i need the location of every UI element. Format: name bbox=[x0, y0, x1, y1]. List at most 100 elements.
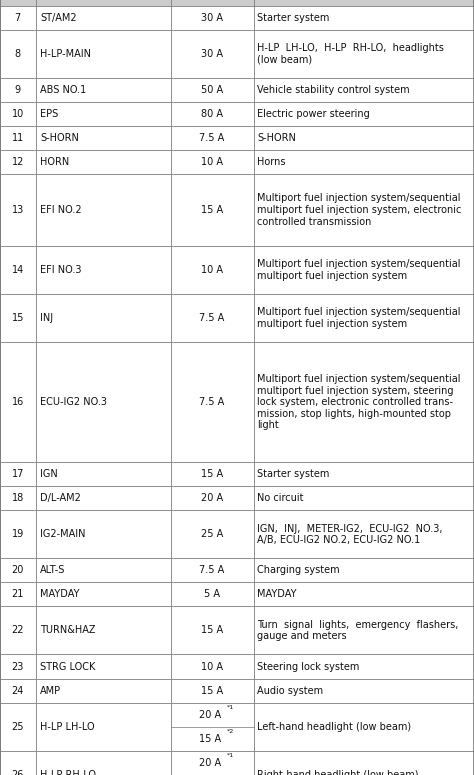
Bar bbox=[171, 462, 254, 487]
Text: Multiport fuel injection system/sequential
multiport fuel injection system: Multiport fuel injection system/sequenti… bbox=[257, 260, 461, 281]
Bar bbox=[171, 679, 254, 703]
Text: No circuit: No circuit bbox=[257, 494, 304, 503]
Text: AMP: AMP bbox=[40, 686, 62, 695]
Bar bbox=[171, 6, 254, 30]
Text: H-LP-MAIN: H-LP-MAIN bbox=[40, 49, 91, 59]
Text: 20 A: 20 A bbox=[199, 758, 221, 767]
Bar bbox=[171, 29, 254, 78]
Text: 9: 9 bbox=[15, 85, 21, 95]
Bar bbox=[0, 246, 36, 294]
Bar bbox=[254, 78, 474, 102]
Text: 7.5 A: 7.5 A bbox=[200, 133, 225, 143]
Bar bbox=[171, 0, 254, 5]
Text: 22: 22 bbox=[11, 625, 24, 636]
Text: 8: 8 bbox=[15, 49, 21, 59]
Text: MAYDAY: MAYDAY bbox=[40, 590, 80, 599]
Text: 15 A: 15 A bbox=[201, 686, 223, 695]
Bar bbox=[36, 343, 171, 462]
Text: 7.5 A: 7.5 A bbox=[200, 398, 225, 407]
Bar bbox=[171, 558, 254, 583]
Bar bbox=[254, 246, 474, 294]
Text: 20 A: 20 A bbox=[201, 494, 223, 503]
Bar bbox=[254, 150, 474, 174]
Bar bbox=[36, 246, 171, 294]
Text: *1: *1 bbox=[227, 753, 234, 758]
Text: 25 A: 25 A bbox=[201, 529, 223, 539]
Bar bbox=[254, 102, 474, 126]
Text: 10 A: 10 A bbox=[201, 157, 223, 167]
Bar bbox=[0, 343, 36, 462]
Text: TURN&HAZ: TURN&HAZ bbox=[40, 625, 96, 636]
Bar bbox=[36, 6, 171, 30]
Text: 15 A: 15 A bbox=[201, 625, 223, 636]
Bar bbox=[254, 174, 474, 246]
Bar bbox=[254, 29, 474, 78]
Text: *1: *1 bbox=[227, 704, 234, 710]
Text: 5 A: 5 A bbox=[204, 590, 220, 599]
Text: 16: 16 bbox=[12, 398, 24, 407]
Text: 15: 15 bbox=[11, 313, 24, 323]
Bar bbox=[254, 703, 474, 751]
Text: 7.5 A: 7.5 A bbox=[200, 566, 225, 575]
Text: ALT-S: ALT-S bbox=[40, 566, 66, 575]
Bar bbox=[0, 174, 36, 246]
Text: H-LP RH-LO: H-LP RH-LO bbox=[40, 770, 96, 775]
Text: S-HORN: S-HORN bbox=[257, 133, 296, 143]
Text: EFI NO.2: EFI NO.2 bbox=[40, 205, 82, 215]
Text: Charging system: Charging system bbox=[257, 566, 340, 575]
Bar bbox=[0, 679, 36, 703]
Text: Multiport fuel injection system/sequential
multiport fuel injection system, stee: Multiport fuel injection system/sequenti… bbox=[257, 374, 461, 430]
Bar bbox=[0, 126, 36, 150]
Bar bbox=[36, 126, 171, 150]
Bar bbox=[254, 6, 474, 30]
Bar bbox=[254, 679, 474, 703]
Text: 25: 25 bbox=[11, 722, 24, 732]
Bar bbox=[0, 6, 36, 30]
Text: S-HORN: S-HORN bbox=[40, 133, 79, 143]
Bar bbox=[36, 750, 171, 775]
Bar bbox=[36, 150, 171, 174]
Bar bbox=[0, 0, 36, 5]
Bar bbox=[254, 583, 474, 607]
Text: 7.5 A: 7.5 A bbox=[200, 313, 225, 323]
Bar bbox=[36, 29, 171, 78]
Bar bbox=[171, 246, 254, 294]
Bar bbox=[171, 343, 254, 462]
Text: 17: 17 bbox=[11, 470, 24, 479]
Bar bbox=[171, 583, 254, 607]
Text: 50 A: 50 A bbox=[201, 85, 223, 95]
Bar bbox=[0, 607, 36, 654]
Bar bbox=[171, 607, 254, 654]
Text: 15 A: 15 A bbox=[201, 205, 223, 215]
Bar bbox=[171, 102, 254, 126]
Text: ECU-IG2 NO.3: ECU-IG2 NO.3 bbox=[40, 398, 107, 407]
Text: 10 A: 10 A bbox=[201, 662, 223, 671]
Text: HORN: HORN bbox=[40, 157, 70, 167]
Text: MAYDAY: MAYDAY bbox=[257, 590, 297, 599]
Text: 10 A: 10 A bbox=[201, 265, 223, 275]
Text: 30 A: 30 A bbox=[201, 13, 223, 22]
Bar bbox=[171, 174, 254, 246]
Bar bbox=[171, 150, 254, 174]
Bar bbox=[0, 703, 36, 751]
Bar bbox=[36, 607, 171, 654]
Bar bbox=[254, 511, 474, 559]
Bar bbox=[36, 558, 171, 583]
Bar bbox=[171, 511, 254, 559]
Bar bbox=[36, 703, 171, 751]
Bar bbox=[0, 654, 36, 679]
Bar bbox=[36, 583, 171, 607]
Text: 11: 11 bbox=[12, 133, 24, 143]
Text: IGN: IGN bbox=[40, 470, 58, 479]
Text: IG2-MAIN: IG2-MAIN bbox=[40, 529, 86, 539]
Bar bbox=[0, 150, 36, 174]
Text: 20 A: 20 A bbox=[199, 710, 221, 719]
Text: H-LP LH-LO: H-LP LH-LO bbox=[40, 722, 95, 732]
Text: Steering lock system: Steering lock system bbox=[257, 662, 360, 671]
Bar bbox=[36, 0, 171, 5]
Bar bbox=[0, 487, 36, 511]
Text: Left-hand headlight (low beam): Left-hand headlight (low beam) bbox=[257, 722, 411, 732]
Text: EFI NO.3: EFI NO.3 bbox=[40, 265, 82, 275]
Text: Starter system: Starter system bbox=[257, 470, 330, 479]
Text: EPS: EPS bbox=[40, 109, 59, 119]
